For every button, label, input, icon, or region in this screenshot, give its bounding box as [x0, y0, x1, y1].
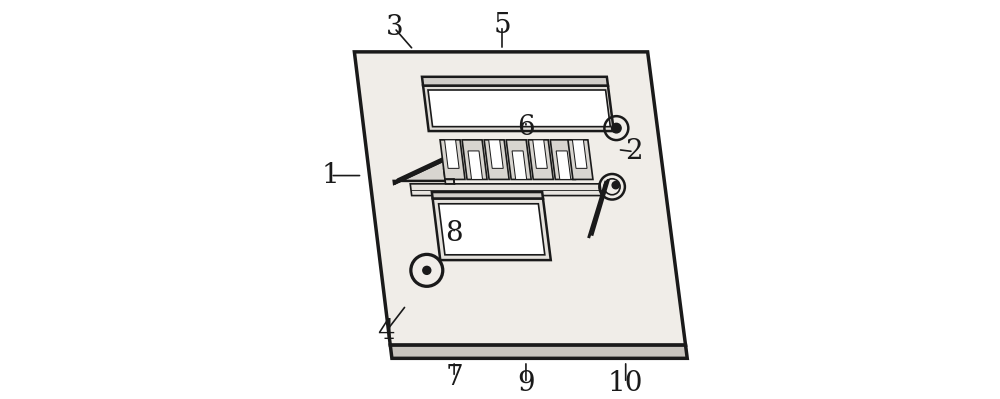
Polygon shape: [394, 160, 447, 184]
Text: 1: 1: [322, 162, 339, 189]
Polygon shape: [394, 156, 448, 184]
Polygon shape: [512, 151, 527, 180]
Polygon shape: [484, 140, 509, 180]
Polygon shape: [433, 199, 551, 260]
Polygon shape: [468, 151, 483, 180]
Polygon shape: [410, 184, 601, 196]
Text: 8: 8: [445, 220, 463, 247]
Polygon shape: [432, 192, 543, 199]
Text: 6: 6: [517, 114, 535, 141]
Circle shape: [423, 267, 431, 275]
Polygon shape: [390, 345, 687, 358]
Text: 5: 5: [493, 12, 511, 40]
Polygon shape: [528, 140, 553, 180]
Polygon shape: [489, 140, 503, 168]
Polygon shape: [533, 140, 547, 168]
Polygon shape: [572, 140, 587, 168]
Polygon shape: [422, 77, 608, 86]
Polygon shape: [556, 151, 571, 180]
Text: 9: 9: [517, 369, 535, 397]
Polygon shape: [440, 140, 465, 180]
Text: 3: 3: [385, 14, 403, 41]
Polygon shape: [550, 140, 575, 180]
Polygon shape: [462, 140, 487, 180]
Polygon shape: [354, 52, 686, 345]
Polygon shape: [568, 140, 593, 180]
Text: 2: 2: [625, 138, 642, 165]
Polygon shape: [444, 169, 454, 184]
Circle shape: [612, 123, 621, 133]
Circle shape: [612, 182, 619, 189]
Polygon shape: [439, 204, 545, 255]
Polygon shape: [423, 86, 614, 131]
Polygon shape: [445, 140, 459, 168]
Polygon shape: [506, 140, 531, 180]
Text: 7: 7: [445, 363, 463, 391]
Text: 10: 10: [608, 369, 643, 397]
Text: 4: 4: [377, 318, 395, 345]
Polygon shape: [428, 90, 610, 126]
